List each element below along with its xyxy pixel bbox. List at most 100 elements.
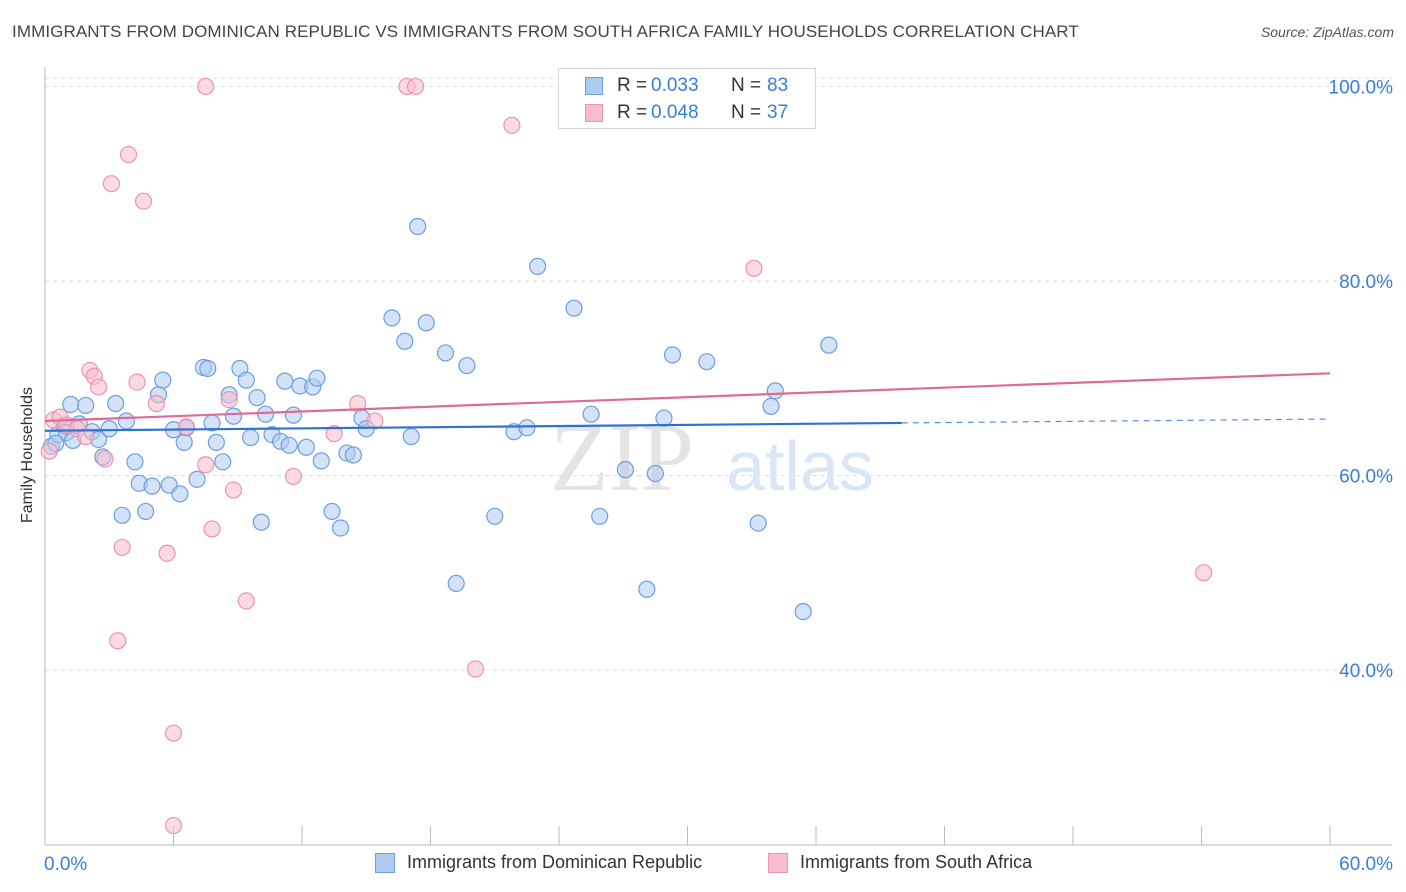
- dominican-republic-point: [154, 371, 172, 389]
- south-africa-point: [134, 192, 153, 210]
- south-africa-point: [237, 592, 255, 610]
- dominican-republic-point: [171, 485, 189, 503]
- dominican-republic-point: [528, 257, 547, 275]
- south-africa-point: [147, 394, 165, 413]
- legend-item-dominican-republic[interactable]: Immigrants from Dominican Republic: [375, 852, 702, 873]
- dominican-republic-point: [436, 344, 455, 362]
- dominican-republic-point: [107, 394, 125, 413]
- pink-r-label: R =: [617, 102, 648, 123]
- south-africa-point: [89, 378, 108, 396]
- dominican-republic-point: [417, 314, 435, 332]
- y-axis-label: Family Households: [19, 386, 36, 524]
- legend-item-south-africa[interactable]: Immigrants from South Africa: [768, 852, 1032, 873]
- dominican-republic-point: [486, 507, 504, 525]
- dominican-republic-point: [447, 574, 465, 592]
- dominican-republic-point: [126, 453, 144, 471]
- dominican-republic-trend-line: [44, 421, 902, 432]
- south-africa-point: [366, 412, 384, 430]
- south-africa-point: [349, 394, 367, 413]
- dominican-republic-point: [280, 436, 298, 454]
- dominican-republic-point: [655, 409, 673, 427]
- pink-series-swatch: [585, 104, 603, 122]
- pink-n-value: 37: [767, 102, 789, 123]
- pink-r-value: 0.048: [651, 102, 699, 123]
- dominican-republic-point: [331, 519, 350, 537]
- dominican-republic-point: [113, 506, 131, 524]
- dominican-republic-point: [100, 420, 118, 438]
- dominican-republic-point: [582, 405, 600, 423]
- south-africa-point: [197, 456, 215, 474]
- x-tick-label-min: 0.0%: [44, 854, 87, 875]
- south-africa-point: [220, 390, 238, 409]
- dominican-republic-point: [117, 412, 135, 430]
- dominican-republic-point: [214, 453, 232, 471]
- dominican-republic-point: [458, 356, 476, 375]
- watermark-zip: ZIP: [550, 404, 694, 511]
- dominican-republic-point: [616, 461, 634, 479]
- south-africa-point: [40, 442, 58, 460]
- dominican-republic-point: [344, 446, 362, 464]
- dominican-republic-point: [137, 502, 155, 521]
- dominican-republic-point: [323, 502, 341, 521]
- pink-legend-swatch: [768, 852, 788, 873]
- dominican-republic-point: [409, 217, 427, 236]
- dominican-republic-point: [207, 433, 225, 451]
- y-tick-label: 80.0%: [1339, 272, 1393, 293]
- dominican-republic-point: [402, 427, 420, 446]
- south-africa-point: [158, 544, 176, 562]
- south-africa-point: [284, 467, 303, 486]
- dominican-republic-point: [698, 353, 716, 371]
- south-africa-point: [197, 77, 215, 96]
- dominican-republic-point: [518, 419, 536, 437]
- chart-title: IMMIGRANTS FROM DOMINICAN REPUBLIC VS IM…: [12, 22, 1079, 41]
- dominican-republic-point: [77, 396, 95, 415]
- south-africa-point: [113, 538, 131, 557]
- south-africa-point: [203, 520, 221, 538]
- dominican-republic-point: [252, 513, 270, 531]
- south-africa-point: [224, 481, 243, 499]
- dominican-republic-point: [820, 336, 838, 354]
- blue-r-value: 0.033: [651, 75, 699, 96]
- dominican-republic-point: [663, 346, 682, 364]
- south-africa-point: [109, 632, 127, 650]
- stats-legend: R = 0.033 N = 83 R = 0.048 N = 37: [558, 68, 816, 129]
- dominican-republic-point: [284, 406, 303, 424]
- x-tick-label-max: 60.0%: [1339, 854, 1393, 875]
- dominican-republic-point: [237, 371, 255, 389]
- dominican-republic-point: [646, 464, 664, 483]
- dominican-republic-point: [242, 428, 260, 447]
- south-africa-point: [745, 259, 763, 277]
- dominican-republic-point: [749, 514, 767, 532]
- south-africa-point: [164, 724, 183, 742]
- y-tick-label: 40.0%: [1339, 661, 1393, 682]
- south-africa-point: [1195, 564, 1213, 582]
- dominican-republic-point: [62, 395, 80, 414]
- y-tick-label: 60.0%: [1339, 466, 1393, 487]
- dominican-republic-point: [276, 372, 294, 390]
- dominican-republic-point: [143, 477, 161, 495]
- series-legend: Immigrants from Dominican Republic Immig…: [0, 852, 1406, 878]
- dominican-republic-point: [383, 309, 401, 327]
- dominican-republic-point: [297, 438, 315, 456]
- south-africa-point: [164, 816, 183, 835]
- south-africa-point: [77, 427, 95, 446]
- south-africa-point: [325, 425, 343, 443]
- blue-n-value: 83: [767, 75, 789, 96]
- dominican-republic-trend-extension: [901, 418, 1331, 424]
- south-africa-trend-line: [44, 372, 1331, 423]
- dominican-republic-point: [638, 580, 656, 598]
- south-africa-point: [128, 373, 146, 391]
- source-credit: Source: ZipAtlas.com: [1260, 24, 1394, 40]
- dominican-republic-point: [396, 332, 414, 350]
- dominican-republic-point: [794, 602, 812, 621]
- dominican-republic-point: [762, 397, 780, 416]
- dominican-republic-point: [766, 382, 784, 400]
- south-africa-point: [466, 660, 485, 678]
- south-africa-point: [102, 175, 120, 193]
- dominican-republic-point: [199, 359, 217, 378]
- south-africa-point: [96, 450, 114, 468]
- dominican-republic-point: [591, 507, 609, 525]
- watermark-atlas: atlas: [726, 427, 874, 505]
- legend-label-south-africa: Immigrants from South Africa: [800, 852, 1033, 872]
